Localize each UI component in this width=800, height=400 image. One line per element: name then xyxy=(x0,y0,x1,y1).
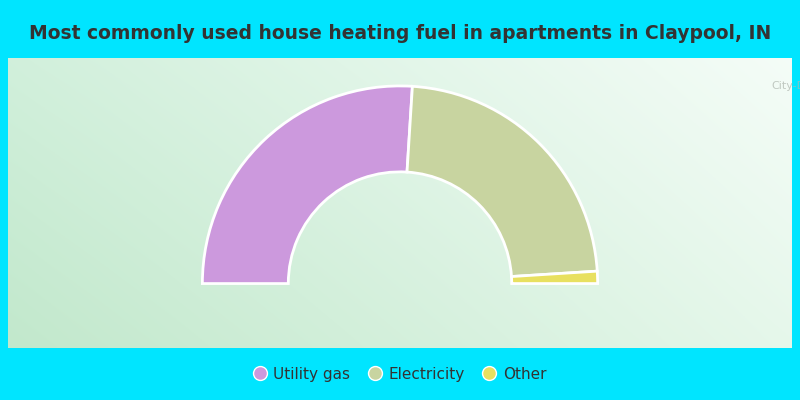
Text: City-Data.com: City-Data.com xyxy=(771,81,800,91)
Text: Most commonly used house heating fuel in apartments in Claypool, IN: Most commonly used house heating fuel in… xyxy=(29,24,771,43)
Wedge shape xyxy=(202,86,413,284)
Wedge shape xyxy=(511,271,598,284)
Wedge shape xyxy=(407,86,598,276)
Legend: Utility gas, Electricity, Other: Utility gas, Electricity, Other xyxy=(247,360,553,388)
